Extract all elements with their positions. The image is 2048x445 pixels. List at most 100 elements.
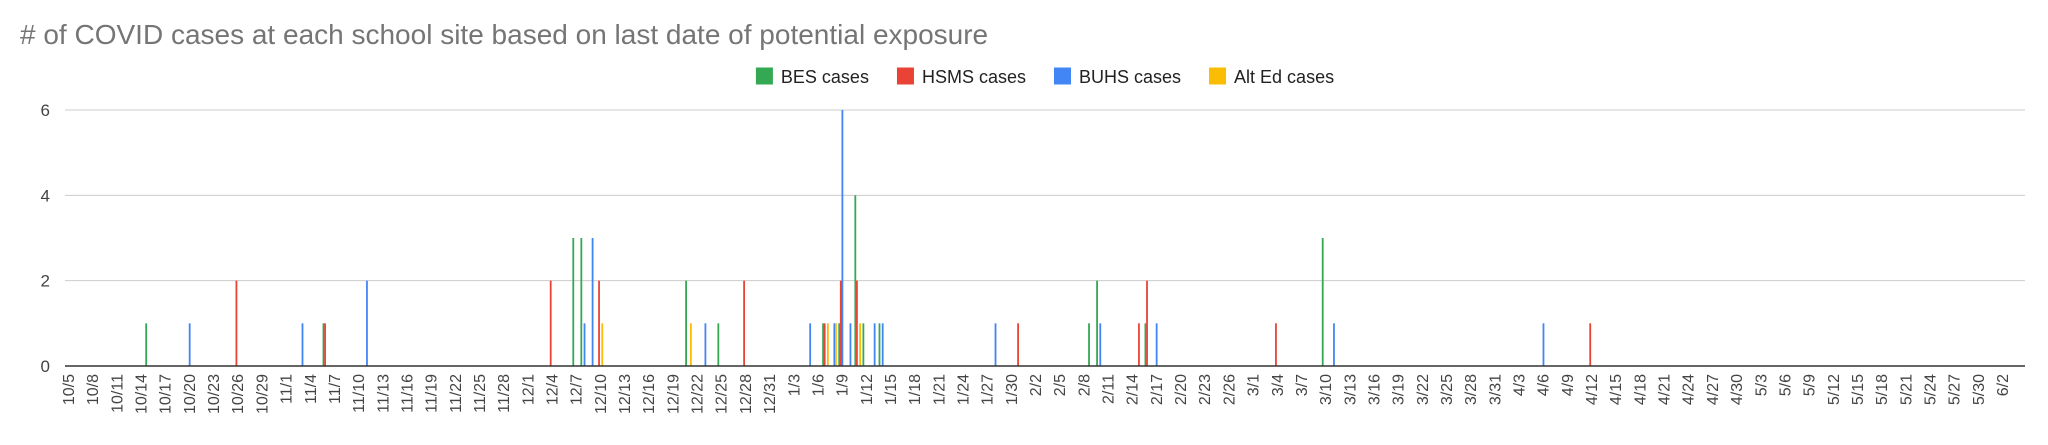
x-tick-label: 4/15: [1608, 374, 1625, 405]
x-tick-label: 10/26: [230, 374, 247, 414]
legend-swatch: [755, 67, 773, 85]
x-tick-label: 4/18: [1632, 374, 1649, 405]
bar-hsms-cases-1: [324, 323, 326, 366]
x-tick-label: 5/15: [1850, 374, 1867, 405]
x-tick-label: 2/17: [1149, 374, 1166, 405]
x-tick-label: 1/30: [1004, 374, 1021, 405]
gridlines: [65, 109, 2025, 282]
bar-hsms-cases-11: [1275, 323, 1277, 366]
bar-bes-cases-6: [822, 323, 824, 366]
bar-bes-cases-4: [685, 280, 687, 366]
bar-alt-ed-cases-1: [689, 323, 692, 366]
bar-bes-cases-12: [1096, 280, 1098, 366]
x-tick-label: 4/9: [1560, 374, 1577, 396]
bar-hsms-cases-6: [839, 280, 842, 366]
bar-bes-cases-10: [878, 323, 881, 366]
x-tick-label: 11/25: [472, 374, 489, 413]
x-tick-label: 5/24: [1922, 374, 1939, 405]
bar-hsms-cases-4: [743, 280, 745, 366]
x-tick-label: 5/6: [1777, 374, 1794, 396]
legend-label: HSMS cases: [922, 67, 1026, 87]
x-tick-label: 2/20: [1173, 374, 1190, 405]
x-tick-label: 12/4: [545, 374, 562, 405]
x-tick-label: 4/30: [1729, 374, 1746, 405]
x-tick-label: 5/9: [1802, 374, 1819, 396]
x-tick-label: 3/10: [1318, 374, 1335, 405]
x-tick-label: 1/3: [786, 374, 803, 396]
bar-bes-cases-9: [862, 323, 865, 366]
bar-buhs-cases-4: [591, 238, 594, 366]
bar-hsms-cases-8: [1017, 323, 1019, 366]
x-tick-label: 6/2: [1995, 374, 2012, 396]
x-tick-label: 11/16: [399, 374, 416, 413]
x-tick-label: 1/9: [835, 374, 852, 396]
x-axis-ticks: 10/5 10/8 10/11 10/14 10/17 10/20 10/23 10/26 10…: [61, 374, 2012, 414]
x-tick-label: 3/1: [1246, 374, 1263, 396]
bar-alt-ed-cases-4: [859, 323, 862, 366]
x-tick-label: 4/3: [1512, 374, 1529, 396]
x-tick-label: 11/4: [303, 374, 320, 404]
bar-alt-ed-cases-2: [826, 323, 829, 366]
bar-buhs-cases-1: [301, 323, 304, 366]
x-tick-label: 12/13: [617, 374, 634, 414]
x-tick-label: 2/14: [1125, 374, 1142, 405]
x-tick-label: 5/3: [1753, 374, 1770, 396]
x-tick-label: 10/5: [61, 374, 78, 405]
legend-label: BES cases: [781, 67, 869, 87]
bar-buhs-cases-0: [188, 323, 191, 366]
legend-swatch: [896, 67, 914, 85]
x-tick-label: 10/29: [254, 374, 271, 414]
bar-bes-cases-8: [854, 195, 857, 366]
bar-buhs-cases-9: [849, 323, 852, 366]
x-tick-label: 1/24: [955, 374, 972, 405]
x-tick-label: 12/25: [714, 374, 731, 414]
bar-bes-cases-5: [717, 323, 720, 366]
bar-buhs-cases-8: [841, 110, 844, 366]
bar-buhs-cases-2: [366, 280, 368, 366]
x-tick-label: 2/26: [1221, 374, 1238, 405]
y-tick-label: 4: [41, 186, 50, 205]
x-tick-label: 1/21: [931, 374, 948, 405]
legend: BES cases HSMS cases BUHS cases Alt Ed case…: [755, 67, 1334, 87]
x-tick-label: 10/11: [109, 374, 126, 413]
legend-label: Alt Ed cases: [1234, 67, 1334, 87]
x-tick-label: 10/20: [182, 374, 199, 414]
x-tick-label: 12/19: [665, 374, 682, 414]
y-axis-ticks: 0 2 4 6: [41, 101, 50, 376]
x-tick-label: 1/15: [883, 374, 900, 405]
bar-buhs-cases-13: [1099, 323, 1102, 366]
x-tick-label: 11/7: [327, 374, 344, 404]
x-tick-label: 11/19: [424, 374, 441, 413]
x-tick-label: 4/6: [1536, 374, 1553, 396]
bar-buhs-cases-3: [583, 323, 586, 366]
bar-bes-cases-14: [1321, 238, 1324, 366]
x-tick-label: 5/18: [1874, 374, 1891, 405]
bar-bes-cases-3: [580, 238, 583, 366]
x-tick-label: 11/13: [375, 374, 392, 413]
x-tick-label: 5/30: [1971, 374, 1988, 405]
x-tick-label: 12/31: [762, 374, 779, 414]
x-tick-label: 3/25: [1439, 374, 1456, 405]
bar-bes-cases-7: [838, 323, 841, 366]
x-tick-label: 4/21: [1657, 374, 1674, 405]
x-tick-label: 11/1: [279, 374, 296, 404]
x-tick-label: 2/5: [1052, 374, 1069, 396]
x-tick-label: 2/2: [1028, 374, 1045, 396]
bar-buhs-cases-7: [833, 323, 836, 366]
x-tick-label: 5/12: [1826, 374, 1843, 405]
bar-buhs-cases-10: [873, 323, 876, 366]
bars: [145, 110, 1592, 366]
bar-hsms-cases-7: [856, 280, 858, 366]
x-tick-label: 4/12: [1584, 374, 1601, 405]
legend-swatch: [1053, 67, 1071, 85]
bar-alt-ed-cases-3: [835, 323, 837, 366]
bar-buhs-cases-5: [704, 323, 707, 366]
x-tick-label: 2/11: [1101, 374, 1118, 404]
bar-hsms-cases-12: [1589, 323, 1592, 366]
x-tick-label: 12/7: [569, 374, 586, 405]
bar-buhs-cases-16: [1542, 323, 1545, 366]
bar-bes-cases-11: [1088, 323, 1090, 366]
x-tick-label: 3/28: [1463, 374, 1480, 405]
x-tick-label: 11/28: [496, 374, 513, 413]
bar-buhs-cases-11: [881, 323, 884, 366]
